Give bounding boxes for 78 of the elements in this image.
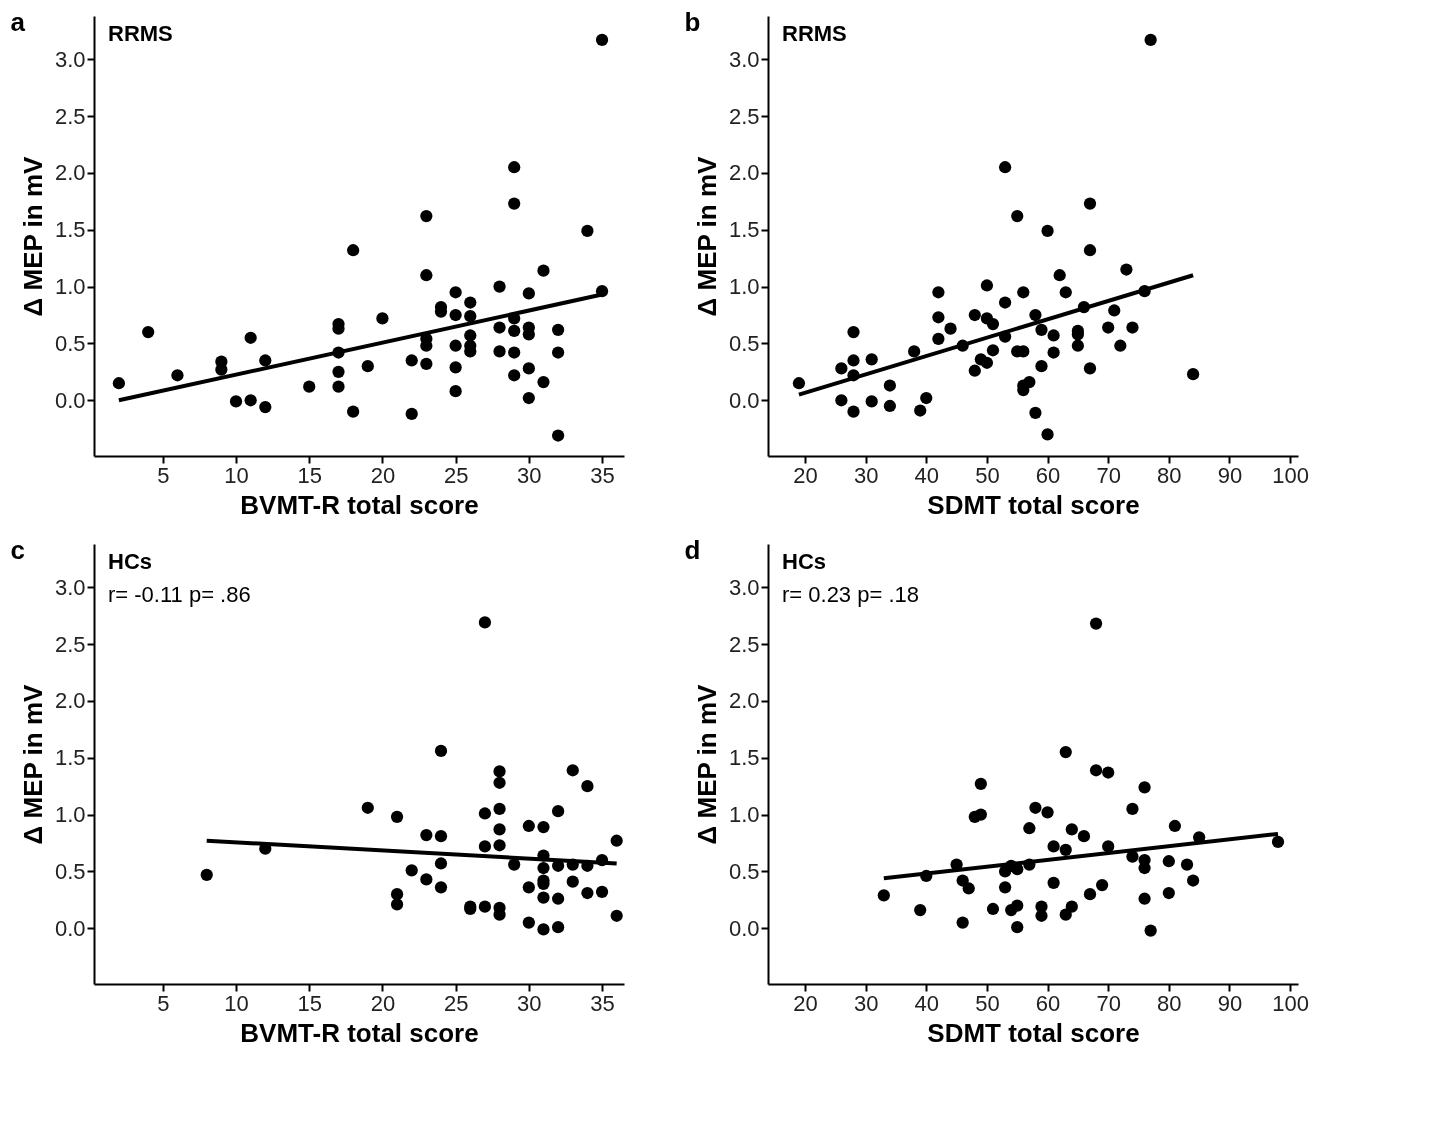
annotation: r= 0.23 p= .18	[782, 582, 919, 607]
x-tick-label: 25	[443, 990, 469, 1016]
annotation: RRMS	[108, 21, 173, 46]
x-tick-label: 30	[853, 990, 879, 1016]
y-tick-label: 3.0	[728, 574, 760, 600]
x-tick-label: 90	[1217, 462, 1243, 488]
y-tick-label: 0.0	[54, 387, 86, 413]
x-tick-label: 20	[793, 462, 818, 488]
x-tick-label: 50	[975, 462, 1000, 488]
y-tick-label: 1.5	[54, 745, 86, 771]
y-tick-label: 1.5	[728, 745, 760, 771]
annotation: HCs	[108, 549, 153, 574]
annotation: HCs	[782, 549, 827, 574]
y-tick-label: 2.0	[54, 160, 86, 186]
x-tick-label: 20	[793, 990, 818, 1016]
y-tick-label: 1.0	[54, 802, 86, 828]
y-tick-label: 2.0	[54, 688, 86, 714]
y-tick-label: 2.0	[728, 688, 760, 714]
y-tick-label: 1.0	[728, 802, 760, 828]
y-tick-label: 1.5	[728, 217, 760, 243]
y-axis-title: Δ MEP in mV	[691, 155, 722, 317]
x-tick-label: 35	[590, 990, 615, 1016]
x-tick-label: 100	[1272, 462, 1309, 488]
y-tick-label: 3.0	[54, 574, 86, 600]
y-tick-label: 2.5	[54, 631, 86, 657]
chart-title: b	[684, 7, 701, 37]
x-tick-label: 30	[517, 990, 542, 1016]
y-tick-label: 0.0	[54, 915, 86, 941]
x-tick-label: 60	[1035, 990, 1061, 1016]
x-tick-label: 10	[224, 990, 249, 1016]
x-tick-label: 50	[975, 990, 1000, 1016]
x-tick-label: 30	[853, 462, 879, 488]
x-tick-label: 90	[1217, 990, 1243, 1016]
y-tick-label: 2.5	[54, 103, 86, 129]
y-tick-label: 2.0	[728, 160, 760, 186]
y-axis-title: Δ MEP in mV	[17, 683, 48, 845]
y-tick-label: 1.0	[54, 274, 86, 300]
x-axis-title: SDMT total score	[927, 1017, 1140, 1048]
y-tick-label: 1.5	[54, 217, 86, 243]
y-tick-label: 0.5	[728, 330, 760, 356]
annotation: r= -0.11 p= .86	[108, 582, 251, 607]
x-tick-label: 70	[1096, 990, 1121, 1016]
chart-title: c	[10, 535, 25, 565]
x-axis-title: BVMT-R total score	[240, 1017, 479, 1048]
x-tick-label: 20	[370, 462, 396, 488]
x-tick-label: 80	[1157, 990, 1182, 1016]
x-tick-label: 30	[517, 462, 542, 488]
y-tick-label: 1.0	[728, 274, 760, 300]
y-tick-label: 0.5	[54, 858, 86, 884]
y-axis-title: Δ MEP in mV	[691, 683, 722, 845]
y-tick-label: 3.0	[54, 46, 86, 72]
x-tick-label: 5	[157, 990, 170, 1016]
y-axis-title: Δ MEP in mV	[17, 155, 48, 317]
x-tick-label: 40	[914, 990, 940, 1016]
y-tick-label: 2.5	[728, 103, 760, 129]
x-tick-label: 60	[1035, 462, 1061, 488]
x-tick-label: 70	[1096, 462, 1121, 488]
x-tick-label: 40	[914, 462, 940, 488]
chart-title: a	[10, 7, 26, 37]
y-tick-label: 3.0	[728, 46, 760, 72]
x-tick-label: 15	[297, 990, 322, 1016]
x-tick-label: 20	[370, 990, 396, 1016]
x-tick-label: 25	[443, 462, 469, 488]
x-tick-label: 5	[157, 462, 170, 488]
y-tick-label: 0.0	[728, 915, 760, 941]
x-tick-label: 100	[1272, 990, 1309, 1016]
x-tick-label: 15	[297, 462, 322, 488]
chart-title: d	[684, 535, 701, 565]
x-tick-label: 10	[224, 462, 249, 488]
y-tick-label: 2.5	[728, 631, 760, 657]
y-tick-label: 0.0	[728, 387, 760, 413]
x-tick-label: 35	[590, 462, 615, 488]
x-axis-title: SDMT total score	[927, 489, 1140, 520]
y-tick-label: 0.5	[728, 858, 760, 884]
y-tick-label: 0.5	[54, 330, 86, 356]
annotation: RRMS	[782, 21, 847, 46]
x-tick-label: 80	[1157, 462, 1182, 488]
x-axis-title: BVMT-R total score	[240, 489, 479, 520]
